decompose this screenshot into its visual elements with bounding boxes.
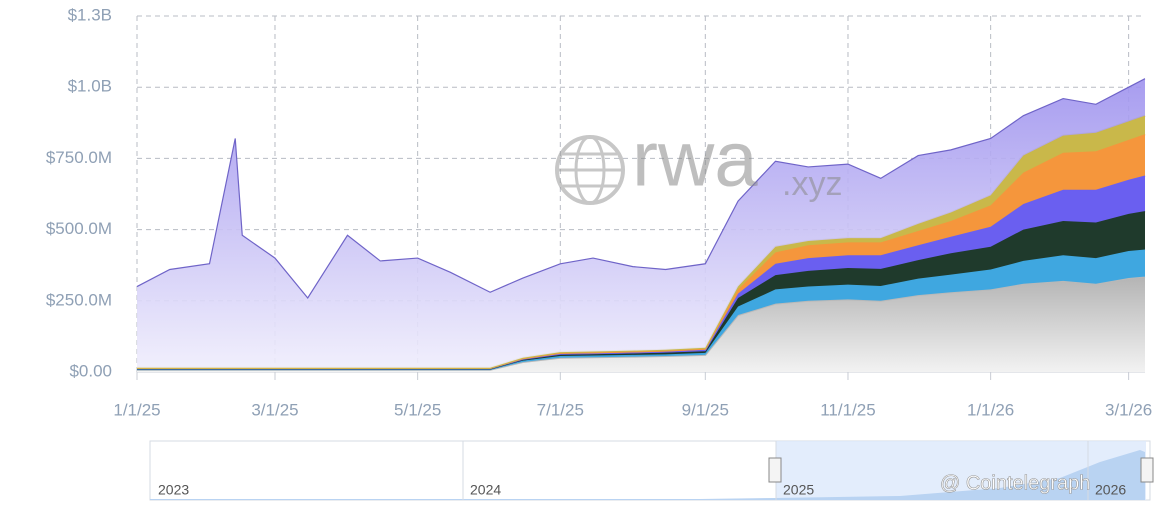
area (137, 78, 1145, 368)
navigator-label: 2025 (783, 482, 814, 498)
credit: @ Cointelegraph (940, 472, 1090, 494)
watermark-name: rwa (632, 115, 758, 203)
navigator-label: 2023 (158, 482, 189, 498)
area (137, 211, 1145, 370)
navigator-label: 2024 (470, 482, 501, 498)
x-tick-label: 3/1/26 (1105, 400, 1152, 419)
x-tick-label: 9/1/25 (682, 400, 729, 419)
watermark-suffix: .xyz (782, 165, 842, 203)
area-line (136, 78, 1146, 299)
area (137, 276, 1145, 372)
y-tick-label: $250.0M (46, 290, 112, 309)
area (137, 249, 1145, 370)
y-tick-label: $1.3B (68, 5, 112, 24)
y-tick-label: $1.0B (68, 77, 112, 96)
y-tick-label: $750.0M (46, 148, 112, 167)
x-tick-label: 3/1/25 (251, 400, 298, 419)
x-tick-label: 7/1/25 (537, 400, 584, 419)
navigator-handle[interactable] (1140, 457, 1154, 483)
x-tick-label: 1/1/26 (967, 400, 1014, 419)
navigator: 2023 2024 2025 2026 @ Cointelegraph (149, 440, 1154, 501)
navigator-series (150, 450, 1145, 500)
navigator-handle[interactable] (768, 457, 782, 483)
areas (136, 78, 1146, 372)
navigator-label: 2026 (1095, 482, 1126, 498)
x-tick-label: 5/1/25 (394, 400, 441, 419)
watermark: rwa .xyz (555, 115, 842, 205)
x-tick-label: 11/1/25 (820, 400, 875, 419)
y-tick-label: $500.0M (46, 219, 112, 238)
y-tick-label: $0.00 (69, 361, 112, 380)
x-tick-label: 1/1/25 (113, 400, 160, 419)
